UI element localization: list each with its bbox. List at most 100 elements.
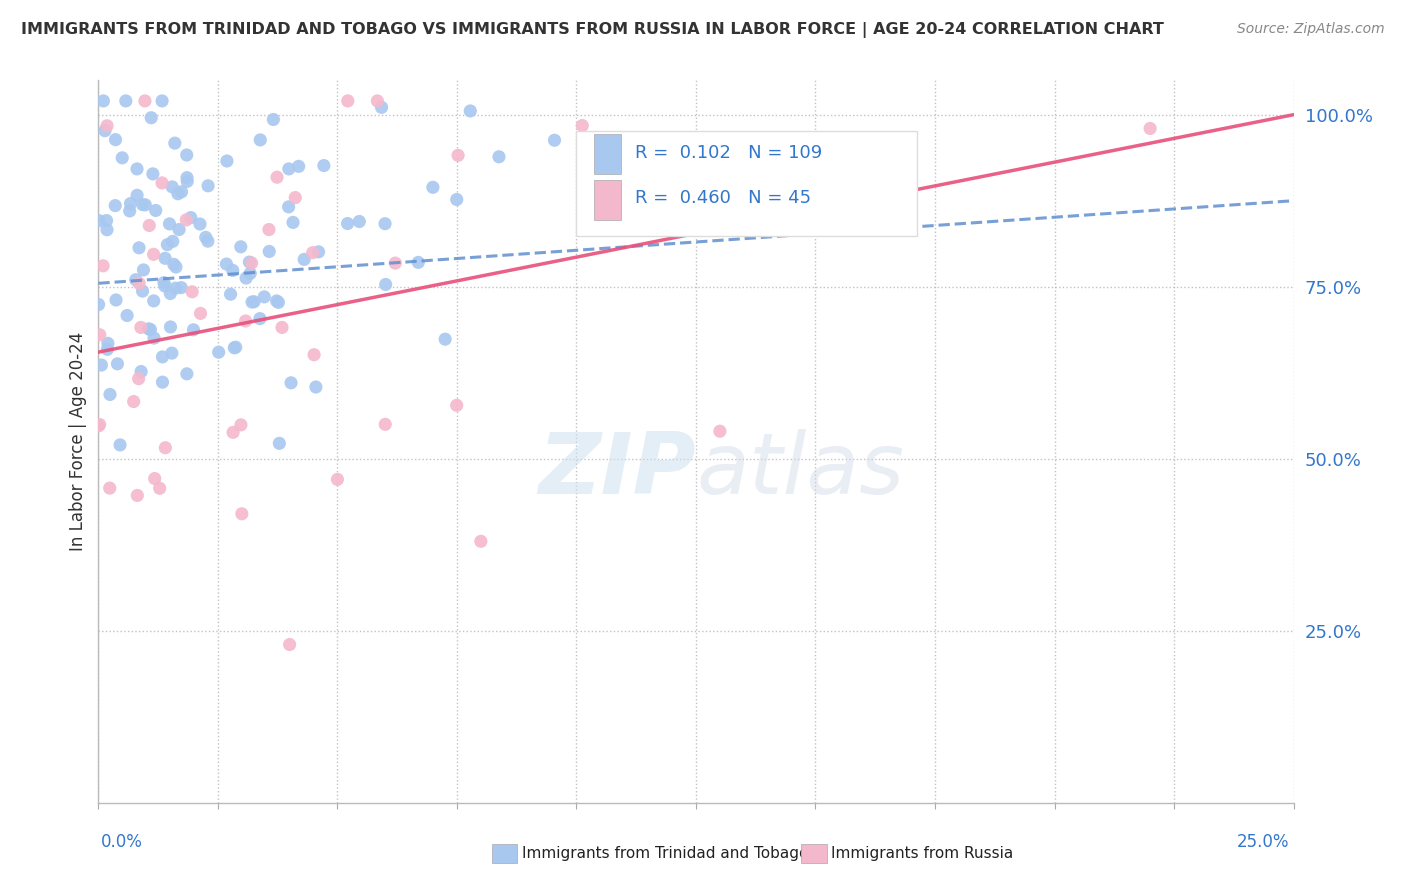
Point — [163, 136, 186, 150]
Point — [125, 273, 148, 287]
Point — [153, 279, 176, 293]
Point — [543, 133, 565, 147]
Point — [271, 320, 294, 334]
Point — [208, 345, 231, 359]
Point — [231, 507, 253, 521]
Text: atlas: atlas — [696, 429, 904, 512]
Point — [219, 287, 242, 301]
Point — [194, 230, 217, 244]
Point — [446, 193, 468, 207]
Point — [287, 160, 309, 174]
Point — [225, 340, 247, 354]
Point — [458, 103, 481, 118]
Text: IMMIGRANTS FROM TRINIDAD AND TOBAGO VS IMMIGRANTS FROM RUSSIA IN LABOR FORCE | A: IMMIGRANTS FROM TRINIDAD AND TOBAGO VS I… — [21, 22, 1164, 38]
Text: Immigrants from Russia: Immigrants from Russia — [831, 847, 1014, 861]
Point — [87, 297, 110, 311]
Point — [174, 212, 197, 227]
Point — [129, 365, 152, 379]
Point — [280, 376, 302, 390]
Point — [176, 170, 198, 185]
Point — [111, 151, 134, 165]
Point — [312, 159, 335, 173]
Point — [408, 255, 430, 269]
Point — [93, 94, 115, 108]
Point — [1139, 121, 1161, 136]
Point — [94, 124, 117, 138]
Point — [96, 223, 118, 237]
Point — [127, 488, 149, 502]
Point — [125, 161, 148, 176]
Point — [235, 314, 257, 328]
Point — [159, 217, 181, 231]
Point — [446, 398, 468, 412]
Point — [170, 280, 193, 294]
Point — [134, 198, 156, 212]
Text: Source: ZipAtlas.com: Source: ZipAtlas.com — [1237, 22, 1385, 37]
Point — [262, 112, 284, 127]
Point — [278, 638, 301, 652]
Point — [215, 257, 238, 271]
Point — [326, 472, 349, 486]
Point — [163, 257, 186, 271]
Point — [305, 380, 328, 394]
Point — [239, 266, 262, 280]
Point — [153, 276, 176, 290]
Y-axis label: In Labor Force | Age 20-24: In Labor Force | Age 20-24 — [69, 332, 87, 551]
Text: R =  0.460   N = 45: R = 0.460 N = 45 — [636, 189, 811, 207]
Point — [266, 293, 288, 308]
FancyBboxPatch shape — [576, 131, 917, 235]
Point — [98, 481, 121, 495]
Point — [488, 150, 510, 164]
Bar — [595, 135, 620, 174]
Point — [104, 199, 127, 213]
Text: Immigrants from Trinidad and Tobago: Immigrants from Trinidad and Tobago — [522, 847, 808, 861]
Point — [176, 148, 198, 162]
Point — [160, 346, 183, 360]
Point — [132, 263, 155, 277]
Point — [229, 417, 252, 432]
Point — [91, 259, 114, 273]
Point — [127, 188, 149, 202]
Point — [89, 417, 111, 432]
Point — [243, 294, 266, 309]
Point — [152, 350, 174, 364]
Point — [222, 263, 245, 277]
Point — [603, 150, 626, 164]
Point — [165, 260, 187, 274]
Point — [215, 153, 238, 168]
Point — [370, 100, 392, 114]
Point — [96, 343, 118, 357]
Point — [156, 237, 179, 252]
Point — [159, 286, 181, 301]
Point — [152, 375, 174, 389]
Point — [149, 481, 172, 495]
Point — [229, 240, 252, 254]
Point — [183, 323, 205, 337]
Point — [302, 348, 325, 362]
Point — [197, 234, 219, 248]
Point — [105, 293, 128, 307]
Point — [336, 217, 359, 231]
Point — [235, 271, 257, 285]
Point — [571, 119, 593, 133]
Point — [281, 215, 304, 229]
Point — [131, 197, 153, 211]
Point — [153, 252, 176, 266]
Point — [447, 148, 470, 162]
Point — [114, 94, 136, 108]
Point — [96, 119, 118, 133]
Point — [190, 306, 212, 320]
Point — [162, 235, 184, 249]
Point — [188, 217, 211, 231]
Point — [143, 471, 166, 485]
Point — [131, 284, 153, 298]
Point — [118, 203, 141, 218]
Point — [180, 211, 202, 225]
Point — [366, 94, 388, 108]
Point — [142, 167, 165, 181]
Point — [128, 372, 150, 386]
Text: ZIP: ZIP — [538, 429, 696, 512]
Point — [142, 247, 165, 261]
Point — [139, 323, 162, 337]
Point — [141, 111, 163, 125]
